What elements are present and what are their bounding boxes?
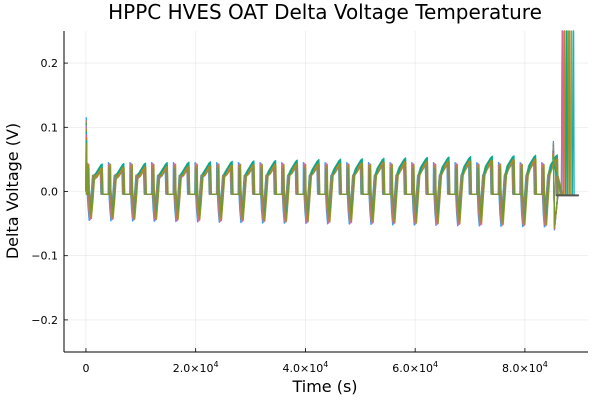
x-axis-label: Time (s) (291, 377, 357, 396)
y-tick-label: −0.1 (31, 250, 58, 263)
axes (63, 31, 588, 353)
y-tick-labels: −0.2 −0.1 0.0 0.1 0.2 (31, 57, 58, 327)
y-tick-label: 0.0 (41, 186, 59, 199)
chart-title: HPPC HVES OAT Delta Voltage Temperature (108, 0, 542, 24)
y-tick-label: −0.2 (31, 314, 58, 327)
y-tick-label: 0.1 (41, 121, 59, 134)
series-group (85, 30, 579, 231)
x-tick-label: 2.0×104 (173, 360, 219, 375)
x-tick-labels: 0 2.0×104 4.0×104 6.0×104 8.0×104 (82, 360, 547, 375)
series-line-10 (85, 30, 579, 229)
x-tick-label: 8.0×104 (502, 360, 548, 375)
x-tick-label: 4.0×104 (283, 360, 329, 375)
x-tick-label: 6.0×104 (392, 360, 438, 375)
y-tick-label: 0.2 (41, 57, 59, 70)
x-tick-label: 0 (82, 362, 89, 375)
y-axis-label: Delta Voltage (V) (3, 123, 22, 259)
